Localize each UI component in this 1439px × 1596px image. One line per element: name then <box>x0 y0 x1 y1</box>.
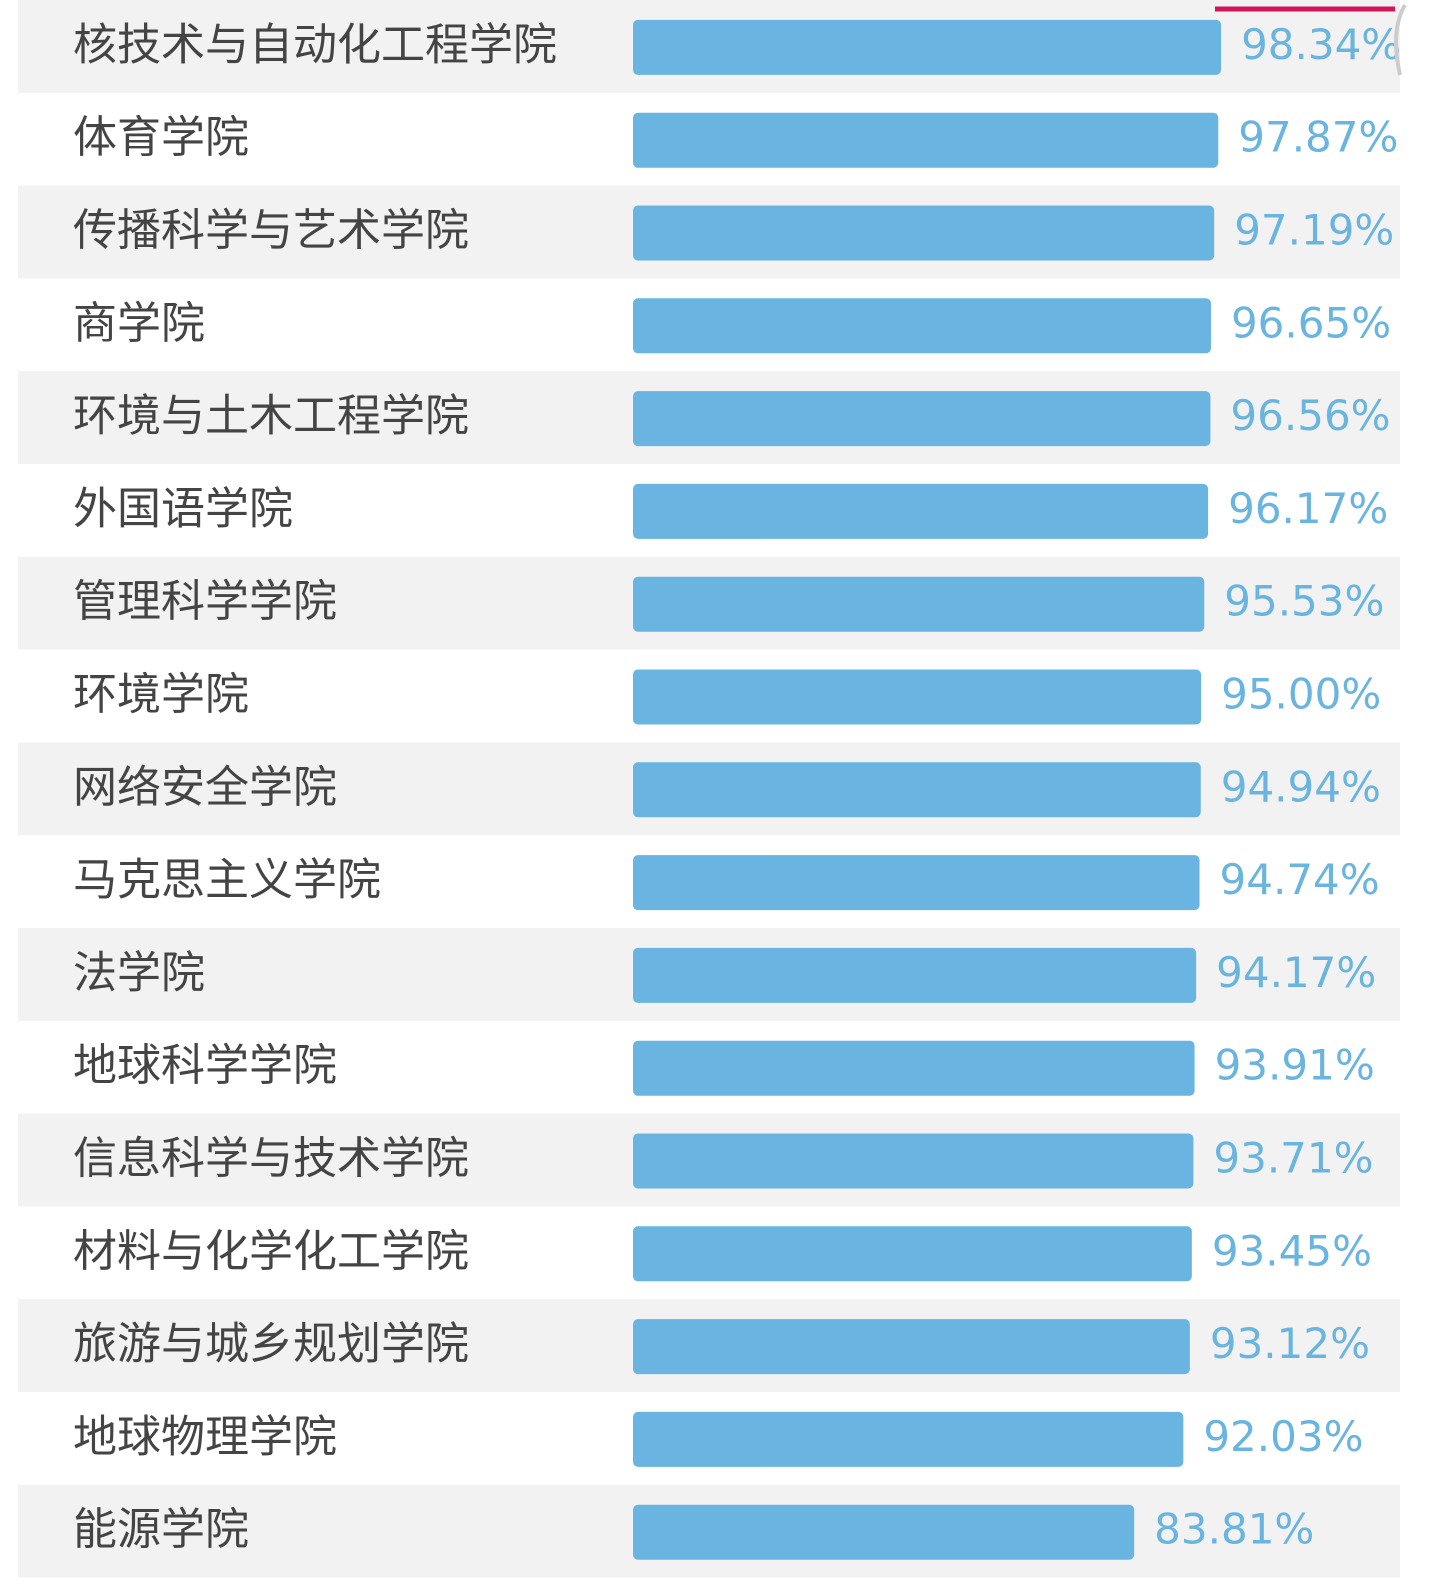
value-label: 94.17% <box>1216 948 1376 997</box>
category-label: 信息科学与技术学院 <box>73 1133 469 1184</box>
rows: 核技术与自动化工程学院 98.34% 体育学院 97.87% 传播科学与艺术学院 97.1… <box>18 0 1401 1578</box>
bar <box>633 1226 1192 1282</box>
bar <box>633 19 1222 75</box>
category-label: 地球科学学院 <box>73 1040 337 1091</box>
value-label: 92.03% <box>1203 1412 1363 1461</box>
bar <box>633 669 1202 725</box>
value-label: 93.71% <box>1213 1134 1373 1183</box>
bar <box>633 112 1219 168</box>
bar <box>633 855 1200 911</box>
bar <box>633 483 1209 539</box>
category-label: 能源学院 <box>73 1504 249 1555</box>
value-label: 83.81% <box>1154 1505 1314 1554</box>
value-label: 95.00% <box>1221 670 1381 719</box>
bar <box>633 762 1201 818</box>
value-label: 94.74% <box>1220 855 1380 904</box>
category-label: 外国语学院 <box>73 483 293 534</box>
category-label: 环境与土木工程学院 <box>73 391 469 442</box>
category-label: 旅游与城乡规划学院 <box>73 1319 469 1370</box>
value-label: 93.45% <box>1212 1226 1372 1275</box>
bar <box>633 1133 1194 1189</box>
bar <box>633 205 1215 261</box>
value-label: 93.91% <box>1215 1041 1375 1090</box>
category-label: 马克思主义学院 <box>73 855 381 906</box>
category-label: 材料与化学化工学院 <box>73 1226 469 1277</box>
bar <box>633 576 1205 632</box>
value-label: 93.12% <box>1210 1319 1370 1368</box>
bar <box>633 947 1197 1003</box>
category-label: 网络安全学院 <box>73 762 337 813</box>
bar <box>633 1319 1190 1375</box>
category-label: 商学院 <box>73 298 205 349</box>
value-label: 96.56% <box>1230 391 1390 440</box>
value-label: 97.87% <box>1238 113 1398 162</box>
value-label: 96.65% <box>1231 298 1391 347</box>
category-label: 传播科学与艺术学院 <box>73 205 469 256</box>
bar <box>633 298 1211 354</box>
category-label: 环境学院 <box>73 669 249 720</box>
decoration <box>1394 3 1407 76</box>
bar <box>633 1040 1195 1096</box>
value-label: 94.94% <box>1221 762 1381 811</box>
value-label: 95.53% <box>1224 577 1384 626</box>
bar <box>633 1504 1135 1560</box>
category-label: 地球物理学院 <box>73 1411 337 1462</box>
value-label: 96.17% <box>1228 484 1388 533</box>
category-label: 体育学院 <box>73 112 249 163</box>
value-label: 98.34% <box>1241 20 1401 69</box>
bar <box>633 1411 1184 1467</box>
value-label: 97.19% <box>1234 206 1394 255</box>
bar <box>633 391 1211 447</box>
category-label: 法学院 <box>73 947 205 998</box>
category-label: 管理科学学院 <box>73 576 337 627</box>
category-label: 核技术与自动化工程学院 <box>73 19 557 70</box>
